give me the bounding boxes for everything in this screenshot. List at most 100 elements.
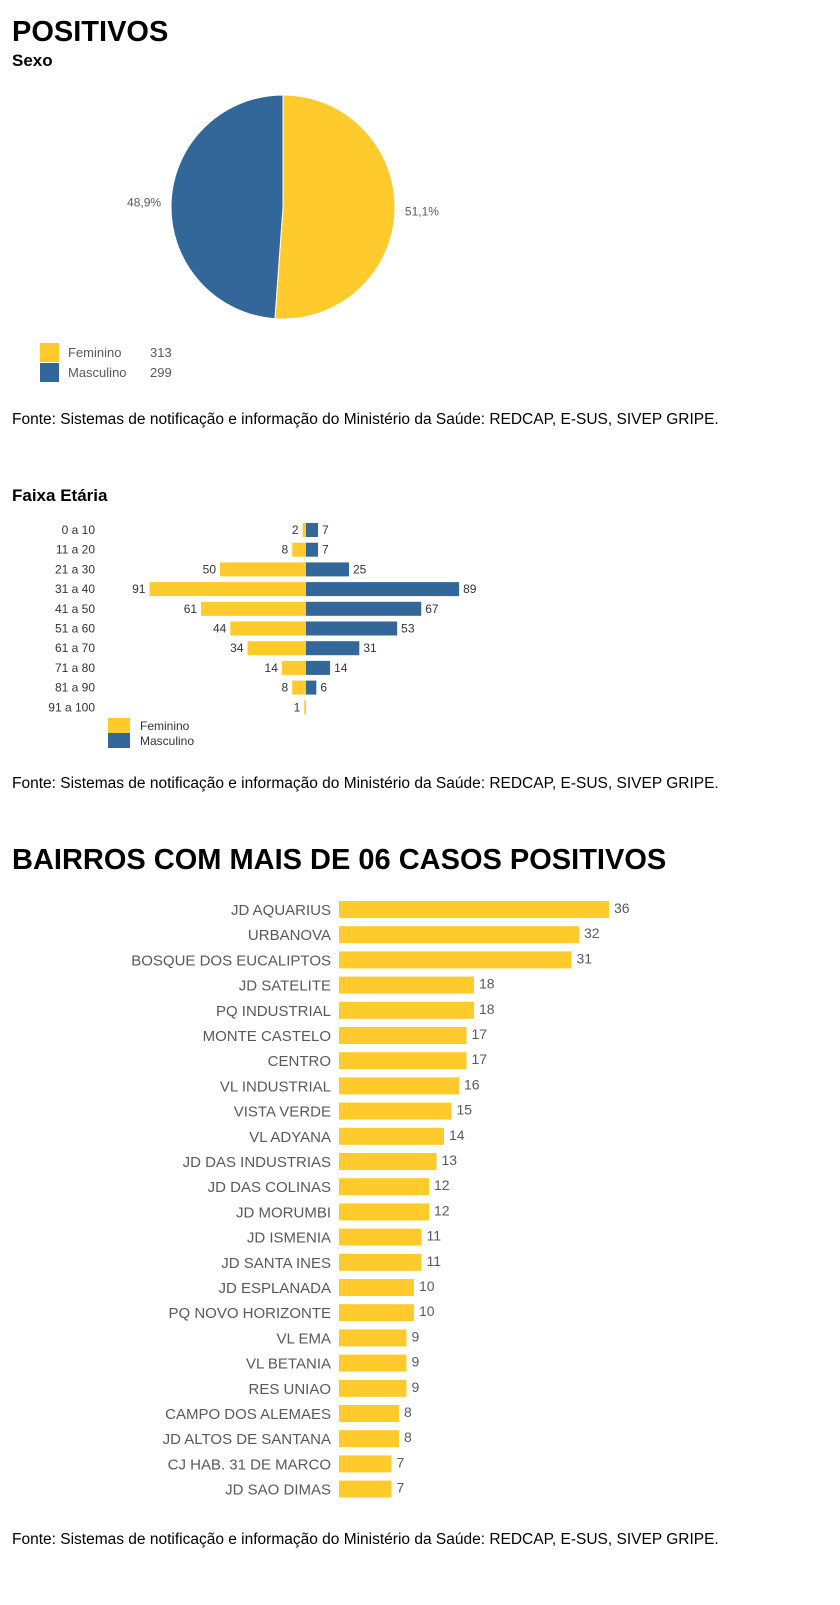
neighborhood-bar [339, 1102, 452, 1120]
neighborhood-bar [339, 1480, 392, 1498]
neighborhood-label: CAMPO DOS ALEMAES [165, 1406, 331, 1423]
age-category-label: 11 a 20 [56, 543, 95, 557]
neighborhood-label: VL INDUSTRIAL [220, 1078, 331, 1095]
pie-slice-masculino [170, 94, 284, 320]
neighborhood-label: BOSQUE DOS EUCALIPTOS [131, 952, 331, 969]
bar-value-feminino: 34 [230, 641, 244, 655]
neighborhood-value: 16 [464, 1076, 480, 1092]
neighborhood-label: URBANOVA [248, 927, 331, 944]
neighborhood-label: JD MORUMBI [236, 1204, 331, 1221]
neighborhood-bar [339, 1127, 444, 1145]
bar-value-feminino: 61 [184, 602, 198, 616]
bar-feminino [149, 582, 306, 597]
bar-value-feminino: 50 [203, 562, 217, 576]
neighborhood-bar [339, 1228, 422, 1246]
neighborhood-value: 11 [427, 1228, 442, 1244]
neighborhood-label: JD DAS INDUSTRIAS [183, 1154, 331, 1171]
legend-label: Feminino [140, 719, 190, 733]
neighborhood-label: VL BETANIA [246, 1356, 331, 1373]
neighborhood-bar [339, 1001, 474, 1019]
neighborhood-label: JD DAS COLINAS [208, 1179, 331, 1196]
neighborhood-label: MONTE CASTELO [203, 1028, 331, 1045]
bar-feminino [292, 680, 306, 695]
neighborhood-label: JD AQUARIUS [231, 902, 331, 919]
age-category-label: 0 a 10 [62, 523, 96, 537]
neighborhood-value: 13 [442, 1152, 458, 1168]
neighborhood-bar [339, 1455, 392, 1473]
bar-masculino [306, 582, 460, 597]
neighborhood-value: 8 [404, 1404, 412, 1420]
bar-masculino [306, 523, 319, 537]
neighborhood-value: 17 [472, 1051, 488, 1067]
legend-label: Masculino [68, 365, 127, 380]
neighborhood-bar [339, 1329, 407, 1347]
age-category-label: 61 a 70 [55, 641, 95, 655]
age-category-label: 21 a 30 [55, 562, 95, 576]
neighborhood-bar [339, 1279, 414, 1296]
neighborhood-label: RES UNIAO [248, 1381, 331, 1398]
neighborhood-bar [339, 1253, 422, 1271]
neighborhood-bar [339, 976, 474, 994]
bar-masculino [306, 680, 317, 695]
neighborhood-value: 15 [457, 1102, 473, 1118]
bar-masculino [306, 601, 422, 616]
age-category-label: 71 a 80 [55, 661, 95, 675]
pie-percent-label: 51,1% [405, 204, 439, 218]
neighborhood-bar [339, 926, 579, 944]
age-category-label: 81 a 90 [55, 681, 95, 695]
neighborhood-bar [339, 1052, 467, 1070]
neighborhood-value: 36 [614, 900, 630, 916]
age-pyramid-chart: 0 a 10 2 7 11 a 20 8 7 21 a 30 50 25 31 a 40 91 89 4… [48, 523, 477, 748]
legend-label: Masculino [140, 734, 194, 748]
neighborhood-label: PQ NOVO HORIZONTE [168, 1305, 331, 1322]
bar-masculino [306, 621, 398, 636]
neighborhood-label: VL EMA [277, 1330, 331, 1347]
neighborhood-bar [339, 1027, 467, 1044]
legend-swatch-feminino [108, 718, 130, 733]
pie-slice-feminino [274, 94, 396, 320]
neighborhood-value: 9 [412, 1328, 420, 1344]
neighborhood-label: VL ADYANA [249, 1129, 331, 1146]
bar-value-masculino: 7 [322, 543, 329, 557]
neighborhood-bar [339, 1379, 407, 1397]
neighborhood-value: 31 [577, 950, 593, 966]
bar-masculino [306, 562, 349, 577]
neighborhood-value: 17 [472, 1026, 488, 1042]
bar-masculino [306, 542, 319, 557]
legend-swatch-masculino [108, 733, 130, 748]
legend-value: 313 [150, 345, 172, 360]
neighborhood-value: 10 [419, 1303, 435, 1319]
bar-value-masculino: 53 [401, 622, 415, 636]
bar-feminino [281, 660, 306, 675]
bar-masculino [306, 641, 360, 656]
neighborhood-value: 14 [449, 1127, 465, 1143]
neighborhood-label: JD SATELITE [239, 978, 331, 995]
neighborhood-bar [339, 1430, 399, 1448]
neighborhood-bar [339, 1354, 407, 1372]
neighborhood-value: 32 [584, 925, 600, 941]
bar-feminino [247, 641, 306, 656]
neighborhood-value: 18 [479, 1001, 495, 1017]
bar-value-masculino: 67 [425, 602, 439, 616]
bar-value-masculino: 6 [320, 681, 327, 695]
bar-feminino [220, 562, 306, 577]
neighborhood-value: 8 [404, 1429, 412, 1445]
age-chart-subtitle: Faixa Etária [12, 486, 108, 505]
bar-value-feminino: 8 [282, 543, 289, 557]
sex-pie-chart: 51,1% 48,9% Feminino 313 Masculino 299 [40, 94, 439, 382]
neighborhood-value: 7 [397, 1480, 405, 1496]
bar-value-masculino: 14 [334, 661, 348, 675]
neighborhoods-title: BAIRROS COM MAIS DE 06 CASOS POSITIVOS [12, 844, 667, 876]
neighborhood-value: 11 [427, 1253, 442, 1269]
bar-value-masculino: 7 [322, 523, 329, 537]
bar-feminino [302, 523, 306, 537]
sex-chart-subtitle: Sexo [12, 51, 53, 70]
sex-chart-source: Fonte: Sistemas de notificação e informa… [12, 411, 719, 428]
neighborhood-label: JD ISMENIA [247, 1230, 331, 1247]
neighborhood-bar [339, 1203, 429, 1221]
neighborhood-label: CJ HAB. 31 DE MARCO [168, 1456, 331, 1473]
age-category-label: 41 a 50 [55, 602, 95, 616]
age-category-label: 31 a 40 [55, 582, 95, 596]
legend-swatch-feminino [40, 343, 59, 362]
age-category-label: 51 a 60 [55, 622, 95, 636]
